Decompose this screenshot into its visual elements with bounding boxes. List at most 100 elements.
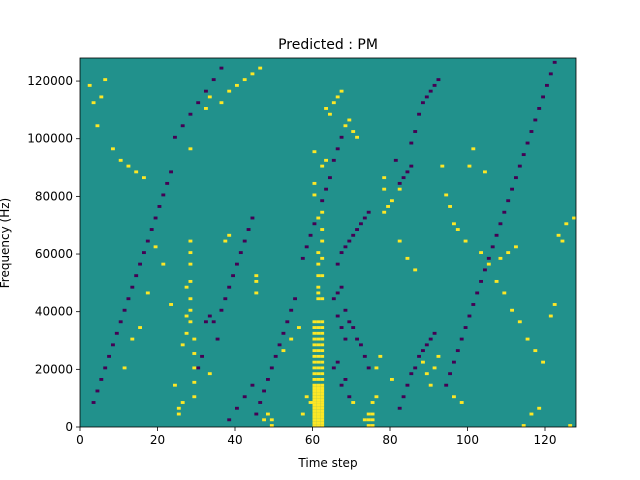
- heatmap-cell-negative: [397, 406, 402, 410]
- heatmap-cell-negative: [324, 187, 328, 191]
- heatmap-cell-negative: [138, 262, 142, 266]
- heatmap-cell-positive: [347, 118, 352, 122]
- heatmap-cell-positive: [370, 401, 375, 404]
- heatmap-cell-negative: [432, 331, 437, 335]
- heatmap-cell-negative: [103, 366, 108, 370]
- heatmap-cell-positive: [320, 409, 325, 413]
- plot-area: [79, 57, 577, 428]
- heatmap-cell-positive: [312, 409, 317, 413]
- heatmap-cell-positive: [378, 354, 383, 358]
- heatmap-cell-negative: [242, 239, 247, 243]
- heatmap-cell-positive: [312, 401, 317, 404]
- heatmap-cell-positive: [316, 415, 321, 419]
- heatmap-cell-positive: [188, 147, 193, 151]
- heatmap-cell-positive: [320, 164, 325, 168]
- heatmap-cell-positive: [397, 239, 402, 243]
- heatmap-cell-negative: [250, 383, 255, 387]
- heatmap-cell-negative: [397, 181, 402, 185]
- heatmap-cell-negative: [409, 164, 414, 168]
- heatmap-cell-negative: [347, 395, 352, 399]
- heatmap-cell-negative: [223, 297, 228, 301]
- heatmap-cell-negative: [421, 101, 425, 105]
- heatmap-cell-negative: [355, 337, 359, 341]
- heatmap-cell-positive: [548, 314, 553, 318]
- heatmap-cell-negative: [335, 262, 340, 266]
- heatmap-cell-negative: [254, 412, 259, 416]
- heatmap-cell-positive: [316, 291, 321, 295]
- heatmap-cell-negative: [235, 406, 239, 410]
- heatmap-cell-negative: [541, 95, 545, 99]
- heatmap-cell-positive: [192, 380, 197, 384]
- heatmap-cell-positive: [320, 386, 325, 390]
- heatmap-cell-negative: [366, 210, 371, 214]
- heatmap-cell-positive: [308, 401, 313, 404]
- heatmap-cell-positive: [312, 331, 317, 335]
- heatmap-cell-positive: [529, 412, 534, 416]
- heatmap-cell-positive: [312, 389, 317, 393]
- heatmap-cell-positive: [312, 349, 317, 353]
- x-tick-label: 40: [227, 433, 242, 447]
- heatmap-cell-negative: [514, 176, 518, 180]
- heatmap-cell-negative: [95, 389, 100, 393]
- heatmap-cell-negative: [455, 349, 460, 353]
- chart-title: Predicted : PM: [278, 37, 378, 53]
- heatmap-cell-positive: [192, 337, 197, 341]
- heatmap-cell-positive: [118, 158, 123, 162]
- heatmap-cell-positive: [312, 360, 317, 364]
- heatmap-cell-negative: [331, 158, 336, 162]
- heatmap-cell-positive: [320, 349, 325, 353]
- heatmap-cell-negative: [502, 210, 507, 214]
- heatmap-background: [80, 58, 576, 427]
- heatmap-cell-positive: [320, 337, 325, 341]
- heatmap-cell-positive: [320, 343, 325, 347]
- heatmap-cell-negative: [304, 245, 309, 249]
- heatmap-cell-negative: [475, 291, 480, 295]
- heatmap-cell-negative: [273, 354, 278, 358]
- heatmap-cell-positive: [502, 291, 507, 295]
- heatmap-cell-negative: [320, 199, 325, 203]
- heatmap-cell-positive: [103, 78, 108, 82]
- heatmap-cell-positive: [320, 239, 325, 243]
- heatmap-cell-positive: [320, 421, 325, 425]
- heatmap-cell-positive: [316, 343, 321, 347]
- heatmap-cell-positive: [320, 360, 325, 364]
- heatmap-cell-positive: [316, 349, 321, 353]
- heatmap-cell-positive: [312, 415, 317, 419]
- heatmap-cell-positive: [320, 377, 325, 381]
- heatmap-cell-negative: [533, 118, 538, 122]
- heatmap-cell-negative: [258, 401, 263, 404]
- heatmap-cell-negative: [145, 239, 150, 243]
- heatmap-cell-positive: [312, 343, 317, 347]
- heatmap-cell-positive: [254, 274, 259, 278]
- heatmap-cell-positive: [510, 308, 514, 312]
- heatmap-cell-negative: [277, 343, 282, 347]
- heatmap-cell-negative: [448, 372, 452, 376]
- heatmap-cell-positive: [192, 366, 197, 370]
- heatmap-cell-positive: [207, 372, 212, 376]
- heatmap-cell-positive: [227, 233, 232, 237]
- heatmap-cell-negative: [529, 130, 534, 133]
- heatmap-cell-positive: [134, 170, 139, 174]
- heatmap-cell-negative: [331, 366, 336, 370]
- heatmap-cell-positive: [316, 418, 321, 422]
- heatmap-cell-positive: [459, 401, 464, 404]
- heatmap-cell-positive: [184, 331, 189, 335]
- heatmap-cell-positive: [316, 412, 321, 416]
- heatmap-cell-positive: [525, 337, 530, 341]
- heatmap-cell-positive: [320, 366, 325, 370]
- heatmap-cell-positive: [421, 360, 425, 364]
- heatmap-cell-negative: [204, 89, 208, 93]
- heatmap-cell-negative: [246, 228, 251, 231]
- heatmap-cell-positive: [316, 403, 321, 407]
- heatmap-cell-positive: [541, 360, 545, 364]
- heatmap-cell-negative: [328, 176, 332, 180]
- heatmap-cell-positive: [339, 89, 344, 93]
- heatmap-cell-positive: [153, 245, 158, 249]
- heatmap-cell-positive: [111, 147, 115, 151]
- heatmap-cell-positive: [463, 239, 468, 243]
- heatmap-cell-positive: [374, 395, 379, 399]
- heatmap-cell-positive: [312, 372, 317, 376]
- heatmap-cell-negative: [486, 256, 491, 260]
- heatmap-cell-negative: [231, 274, 235, 278]
- heatmap-cell-positive: [316, 251, 321, 255]
